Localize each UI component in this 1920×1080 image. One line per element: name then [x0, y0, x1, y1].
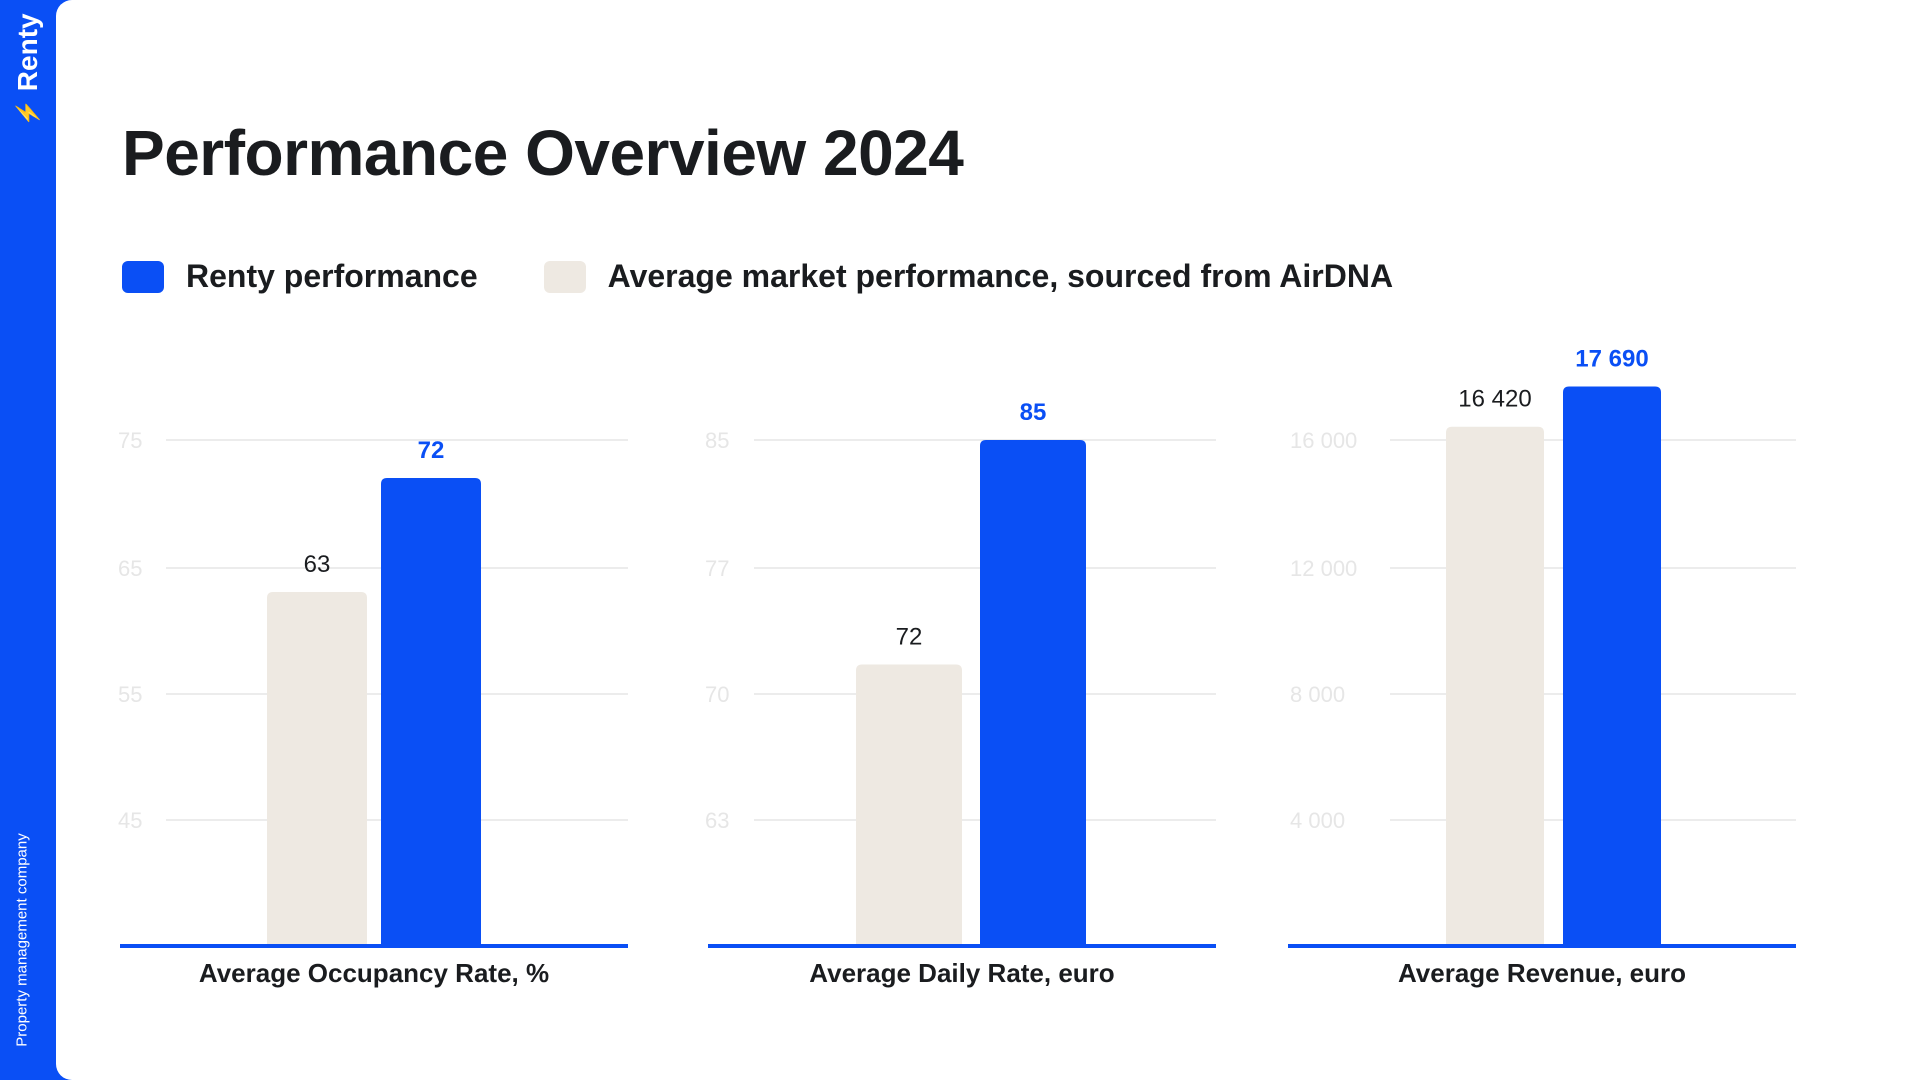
legend-swatch-market	[543, 260, 586, 293]
page-title: Performance Overview 2024	[122, 117, 964, 189]
y-tick-label: 12 000	[1290, 556, 1357, 581]
legend-item-market: Average market performance, sourced from…	[543, 258, 1394, 295]
content-panel: Performance Overview 2024 Renty performa…	[56, 0, 1920, 1080]
lightning-icon: ⚡	[15, 99, 40, 127]
data-label: 16 420	[1458, 386, 1531, 413]
sidebar: ⚡ Renty Property management company	[0, 0, 56, 1080]
y-tick-label: 45	[118, 808, 142, 833]
legend: Renty performance Average market perform…	[122, 258, 1459, 295]
y-tick-label: 55	[118, 682, 142, 707]
brand-name: Renty	[12, 13, 43, 92]
data-label: 72	[896, 624, 923, 651]
y-tick-label: 63	[705, 808, 729, 833]
bar-renty	[980, 440, 1086, 944]
y-tick-label: 65	[118, 556, 142, 581]
legend-item-renty: Renty performance	[122, 258, 478, 295]
x-axis-label: Average Revenue, euro	[1397, 958, 1687, 988]
bar-renty	[381, 478, 481, 944]
bar-market	[267, 592, 367, 944]
bar-renty	[1563, 386, 1661, 944]
legend-label-renty: Renty performance	[186, 258, 478, 294]
brand-logo: ⚡ Renty	[12, 13, 44, 126]
y-tick-label: 77	[705, 556, 729, 581]
bar-market	[856, 664, 962, 944]
y-tick-label: 85	[705, 428, 729, 453]
data-label: 63	[304, 551, 331, 578]
y-tick-label: 4 000	[1290, 808, 1345, 833]
bar-market	[1446, 426, 1544, 944]
data-label: 72	[418, 437, 445, 464]
y-tick-label: 8 000	[1290, 682, 1345, 707]
charts-area: 75 65 55 45 63 72 85 77 70 63 72 85 16 000 12 000 8 00…	[118, 345, 1796, 948]
data-label: 17 690	[1575, 345, 1648, 372]
y-tick-label: 16 000	[1290, 428, 1357, 453]
brand-tagline: Property management company	[13, 833, 31, 1047]
legend-swatch-renty	[122, 260, 164, 293]
y-tick-label: 75	[118, 428, 142, 453]
x-axis-label: Average Occupancy Rate, %	[198, 958, 550, 988]
legend-label-market: Average market performance, sourced from…	[607, 258, 1394, 294]
x-axis-label: Average Daily Rate, euro	[809, 958, 1115, 988]
data-label: 85	[1020, 399, 1047, 426]
y-tick-label: 70	[705, 682, 729, 707]
